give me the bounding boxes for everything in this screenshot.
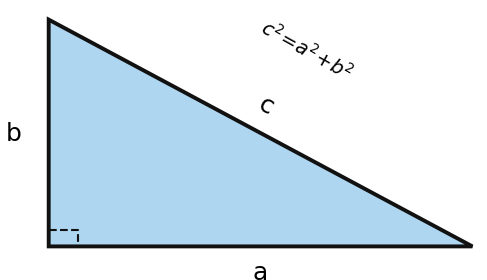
Text: c: c [255,92,278,120]
Text: a: a [253,261,268,280]
Polygon shape [49,20,472,246]
Text: b: b [6,122,21,146]
Text: $c^2\!=\!a^2\!+\!b^2$: $c^2\!=\!a^2\!+\!b^2$ [257,16,356,85]
